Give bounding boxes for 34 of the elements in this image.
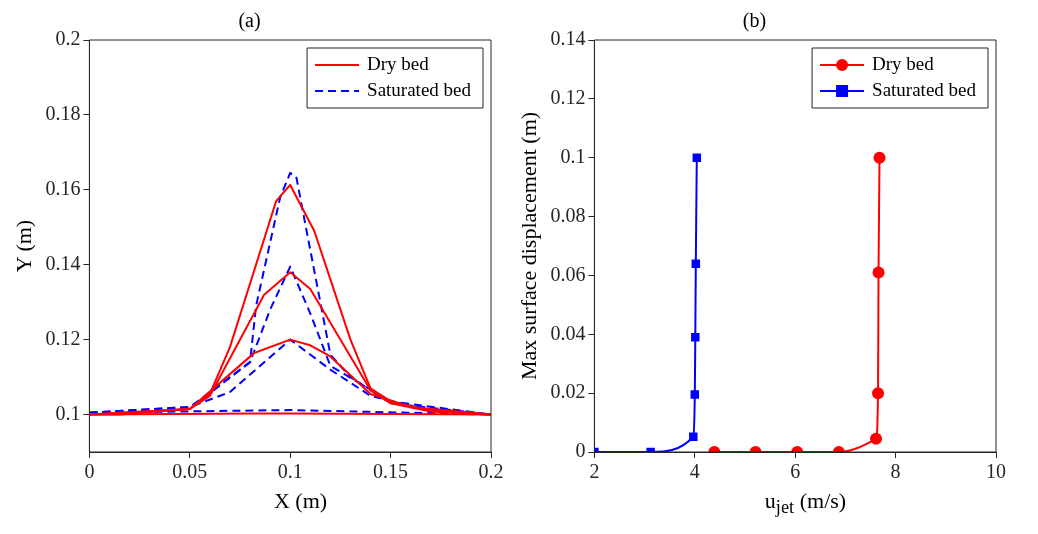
x-tick-label: 10	[986, 460, 1006, 483]
x-tick-label: 0	[84, 460, 95, 483]
y-axis-title: Max surface displacement (m)	[515, 111, 541, 381]
x-tick-label: 6	[790, 460, 801, 483]
legend-label: Dry bed	[367, 52, 430, 74]
chart-title: (a)	[238, 9, 261, 33]
legend-label: Saturated bed	[367, 78, 472, 100]
y-tick-label: 0.18	[45, 102, 81, 125]
y-tick-label: 0.14	[45, 251, 81, 274]
x-tick-label: 8	[890, 460, 901, 483]
x-tick-label: 2	[589, 460, 600, 483]
y-tick-label: 0.06	[550, 262, 586, 285]
y-tick-label: 0.1	[55, 401, 81, 424]
y-tick-label: 0.08	[550, 203, 586, 226]
y-tick-label: 0.16	[45, 177, 81, 200]
y-tick-label: 0.12	[45, 326, 81, 349]
y-tick-label: 0.12	[550, 86, 586, 109]
y-tick-label: 0.1	[560, 144, 586, 167]
x-tick-label: 0.2	[478, 460, 504, 483]
legend-label: Saturated bed	[872, 78, 977, 100]
legend-label: Dry bed	[872, 52, 935, 74]
y-tick-label: 0.14	[550, 27, 586, 50]
x-tick-label: 4	[689, 460, 700, 483]
y-tick-label: 0.02	[550, 380, 586, 403]
chart-title: (b)	[742, 9, 767, 33]
x-tick-label: 0.15	[373, 460, 409, 483]
y-tick-label: 0.2	[55, 27, 81, 50]
x-axis-title: X (m)	[272, 488, 329, 514]
x-tick-label: 0.1	[277, 460, 303, 483]
y-tick-label: 0	[575, 439, 586, 462]
y-tick-label: 0.04	[550, 321, 586, 344]
y-axis-title: Y (m)	[10, 219, 36, 273]
x-axis-title: u$_{jet}$ (m/s)	[763, 488, 848, 520]
x-tick-label: 0.05	[172, 460, 208, 483]
